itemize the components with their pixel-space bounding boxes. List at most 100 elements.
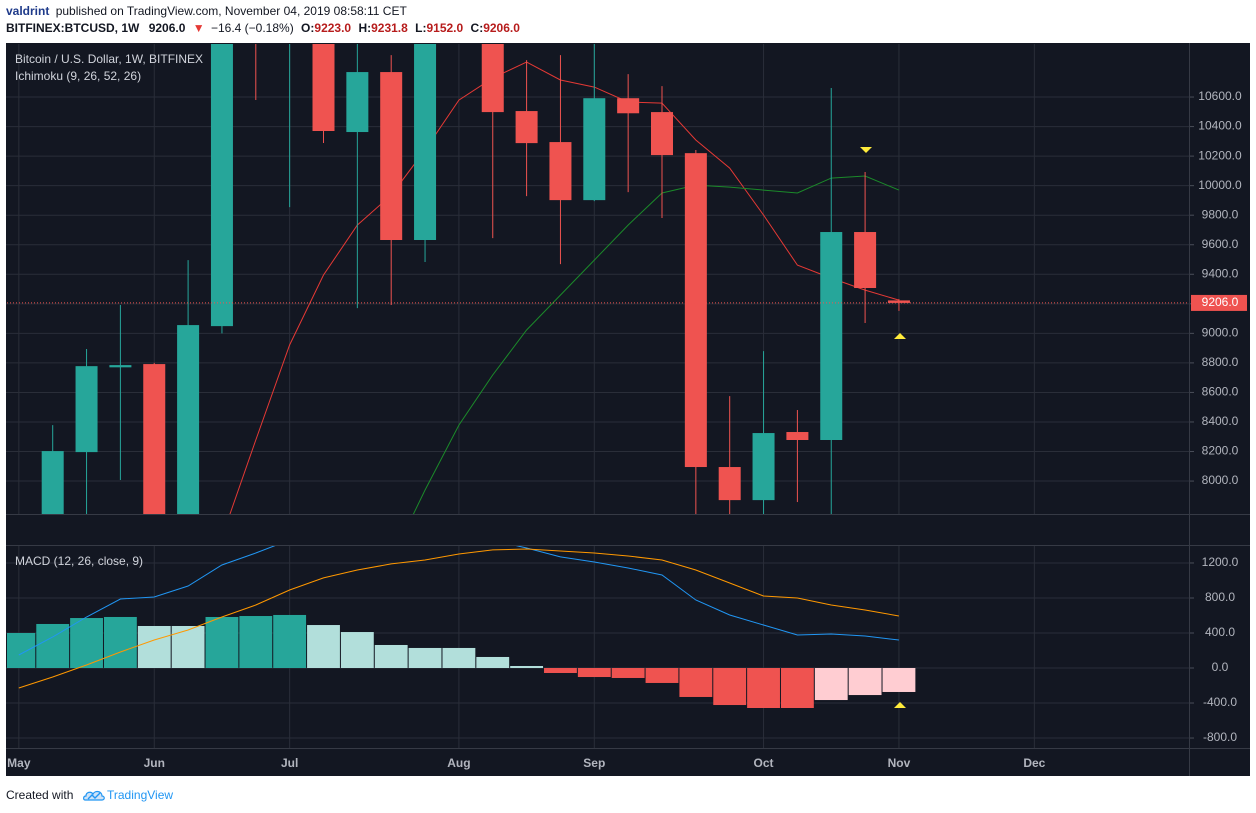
histogram-bar (544, 668, 577, 673)
candle-body (210, 44, 233, 327)
last-price-label: 9206.0 (1202, 295, 1239, 309)
ohlc-label: L: (415, 21, 426, 35)
histogram-bar (307, 625, 340, 669)
candle-body (786, 432, 809, 440)
histogram-bar (103, 616, 137, 669)
y-tick-label: 0.0 (1212, 660, 1229, 674)
candle-body (41, 451, 64, 514)
footer-brand[interactable]: TradingView (107, 788, 173, 802)
candle-body (583, 98, 606, 201)
candle-body (414, 44, 437, 241)
axes: 8000.08200.08400.08600.08800.09000.09200… (7, 89, 1247, 770)
ohlc-value: 9152.0 (426, 21, 463, 35)
y-tick-label: 8800.0 (1202, 355, 1239, 369)
y-tick-label: 9000.0 (1202, 326, 1239, 340)
y-tick-label: -400.0 (1203, 695, 1237, 709)
y-tick-label: 9400.0 (1202, 266, 1239, 280)
ohlc-value: 9206.0 (483, 21, 520, 35)
y-tick-label: 9600.0 (1202, 237, 1239, 251)
candle-body (887, 300, 910, 303)
y-tick-label: -800.0 (1203, 730, 1237, 744)
histogram-bar (814, 668, 848, 701)
ohlc-value: 9231.8 (371, 21, 408, 35)
histogram-bar (408, 647, 442, 669)
x-tick-label: Oct (754, 756, 774, 770)
ohlc-label: C: (471, 21, 484, 35)
histogram-bar (205, 616, 239, 669)
line (412, 175, 900, 514)
histogram-bar (171, 625, 205, 669)
candle-body (718, 467, 741, 501)
histogram-bar (611, 668, 645, 678)
candle-body (380, 72, 403, 241)
x-tick-label: May (7, 756, 31, 770)
histogram-bar (679, 668, 713, 697)
series-legend: Bitcoin / U.S. Dollar, 1W, BITFINEX (15, 52, 203, 66)
line (18, 548, 899, 689)
y-tick-label: 9800.0 (1202, 207, 1239, 221)
x-tick-label: Sep (583, 756, 605, 770)
x-tick-label: Jul (281, 756, 298, 770)
footer-text: Created with (6, 788, 73, 802)
histogram-bar (476, 656, 510, 669)
y-tick-label: 10400.0 (1198, 119, 1242, 133)
histogram-bar (577, 668, 611, 678)
direction: ▼ (193, 21, 205, 35)
candle-body (481, 44, 504, 113)
candle-body (75, 366, 98, 453)
published: published on TradingView.com, November 0… (56, 4, 408, 18)
arrow-up (894, 702, 906, 708)
price-pane (7, 44, 1189, 514)
candle-body (177, 325, 200, 514)
candle-body (684, 153, 707, 468)
macd-pane (7, 546, 916, 709)
x-tick-label: Jun (144, 756, 165, 770)
histogram-bar (780, 668, 814, 709)
y-tick-label: 10200.0 (1198, 148, 1242, 162)
line (18, 546, 899, 656)
histogram-bar (510, 665, 544, 669)
x-tick-label: Dec (1023, 756, 1045, 770)
price: 9206.0 (149, 21, 186, 35)
arrow-down (860, 147, 872, 153)
annotations (860, 147, 906, 708)
y-tick-label: 800.0 (1205, 590, 1235, 604)
y-tick-label: 1200.0 (1202, 555, 1239, 569)
macd-legend: MACD (12, 26, close, 9) (15, 554, 143, 568)
candle-body (820, 232, 843, 440)
histogram-bar (442, 647, 476, 669)
y-tick-label: 10000.0 (1198, 178, 1242, 192)
logo (83, 790, 105, 801)
header-line: valdrint published on TradingView.com, N… (6, 4, 407, 18)
candle-body (143, 364, 166, 514)
ohlc-label: O: (301, 21, 314, 35)
x-tick-label: Nov (888, 756, 911, 770)
candle-body (549, 142, 572, 201)
last-price-box (1191, 294, 1247, 311)
y-tick-label: 8200.0 (1202, 444, 1239, 458)
histogram-bar (137, 625, 171, 669)
histogram-bar (747, 668, 780, 709)
ohlc-value: 9223.0 (314, 21, 351, 35)
histogram-bar (340, 632, 374, 669)
candle-body (312, 44, 335, 131)
histogram-bar (882, 668, 916, 692)
pane-borders (6, 43, 1250, 776)
x-tick-label: Aug (447, 756, 470, 770)
y-tick-label: 8000.0 (1202, 473, 1239, 487)
symbol-line: BITFINEX:BTCUSD, 1W 9206.0 ▼ −16.4 (−0.1… (6, 21, 520, 35)
author[interactable]: valdrint (6, 4, 49, 18)
histogram-bar (239, 616, 273, 669)
histogram-bar (713, 668, 747, 706)
histogram-bar (36, 623, 70, 669)
ohlc-label: H: (358, 21, 371, 35)
candle-body (109, 365, 132, 368)
candle-body (346, 72, 369, 133)
change: −16.4 (−0.18%) (211, 21, 294, 35)
histogram-bar (848, 668, 882, 696)
candle-body (650, 112, 673, 156)
candle-body (515, 111, 538, 144)
histogram-bar (7, 632, 36, 669)
